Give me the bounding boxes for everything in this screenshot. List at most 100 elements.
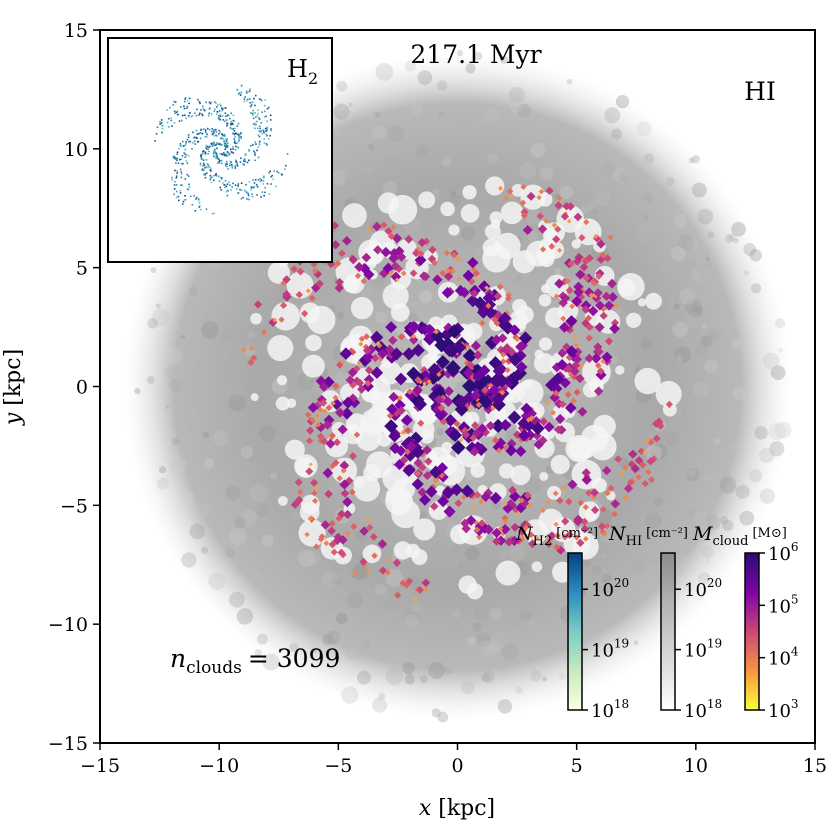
h2-dot (182, 162, 184, 165)
h2-dot (254, 179, 257, 181)
h2-dot (185, 160, 188, 162)
h2-dot (183, 100, 186, 103)
h2-dot (224, 112, 227, 114)
h2-dot (211, 212, 214, 215)
h2-dot (269, 119, 272, 121)
h2-dot (191, 115, 194, 117)
h2-dot (219, 114, 221, 116)
h2-dot (258, 130, 260, 132)
cloud-marker (319, 398, 328, 407)
h2-dot (222, 137, 224, 140)
h2-dot (236, 89, 239, 91)
h2-dot (194, 136, 196, 139)
h2-dot (244, 154, 246, 157)
h2-dot (223, 140, 225, 142)
hi-hole (286, 271, 314, 299)
hi-blob (200, 546, 208, 554)
h2-dot (196, 133, 199, 135)
h2-dot (259, 180, 262, 183)
h2-dot (208, 145, 210, 148)
cloud-marker (322, 408, 328, 414)
hi-hole (250, 393, 259, 402)
colorbar-N_HI: NHI[cm⁻²] 1018 1019 1020 (608, 523, 722, 722)
h2-dot (173, 155, 175, 158)
hi-blob (146, 376, 155, 385)
h2-dot (213, 155, 215, 158)
h2-dot (200, 156, 203, 159)
h2-dot (216, 155, 218, 158)
h2-dot (176, 110, 179, 113)
hi-blob (409, 102, 423, 116)
h2-dot (223, 154, 226, 157)
h2-dot (232, 148, 235, 150)
cloud-marker (607, 278, 617, 289)
cloud-marker (610, 499, 621, 509)
h2-dot (191, 148, 193, 150)
h2-dot (204, 165, 207, 168)
h2-dot (266, 127, 268, 130)
hi-blob (465, 63, 476, 74)
hi-blob (445, 666, 453, 675)
hi-blob (536, 481, 544, 489)
hi-blob (331, 577, 341, 586)
hi-blob (253, 364, 260, 372)
hi-blob (335, 371, 349, 385)
cloud-marker (411, 445, 425, 459)
cloud-marker (311, 489, 318, 497)
h2-dot (173, 187, 176, 190)
hi-hole (655, 380, 682, 407)
h2-dot (218, 117, 220, 120)
cloud-marker (502, 518, 509, 524)
h2-dot (172, 104, 174, 106)
cloud-marker (304, 531, 310, 538)
h2-dot (195, 114, 198, 117)
cloud-marker (404, 448, 411, 456)
h2-dot (250, 112, 252, 114)
cloud-marker (527, 502, 533, 508)
cloud-marker (418, 463, 427, 472)
h2-dot (188, 183, 190, 186)
hi-blob (527, 619, 537, 628)
h2-dot (265, 129, 268, 132)
h2-dot (253, 97, 255, 100)
colorbar-label: NHI[cm⁻²] (608, 523, 688, 549)
hi-blob (688, 157, 695, 164)
h2-dot (256, 194, 258, 196)
cloud-marker (554, 278, 565, 289)
cloud-marker (305, 437, 314, 445)
cloud-marker (520, 535, 526, 542)
cloud-marker (518, 497, 525, 504)
h2-dot (201, 165, 204, 167)
h2-dot (189, 112, 191, 115)
h2-dot (200, 129, 202, 131)
hi-hole (350, 296, 374, 320)
h2-dot (230, 122, 232, 125)
cloud-marker (430, 328, 445, 344)
hi-blob (701, 323, 708, 330)
cloud-marker (470, 266, 477, 273)
h2-dot (252, 123, 255, 125)
h2-dot (270, 128, 272, 130)
cloud-marker (601, 291, 612, 302)
h2-dot (206, 172, 208, 174)
h2-dot (176, 159, 178, 162)
y-axis: −15 −10 −5 0 5 10 15 (48, 20, 100, 755)
x-tick-label: −10 (199, 755, 239, 777)
h2-dot (238, 139, 240, 141)
cloud-marker (414, 376, 422, 384)
hi-hole (550, 454, 570, 475)
cloud-marker (470, 340, 482, 351)
h2-dot (176, 172, 179, 174)
hi-blob (707, 231, 715, 239)
cloud-marker (475, 401, 483, 409)
cloud-marker (342, 235, 352, 246)
hi-blob (743, 269, 750, 276)
h2-dot (173, 110, 176, 112)
hi-blob (374, 111, 381, 118)
cloud-marker (400, 270, 407, 277)
hi-hole (448, 224, 460, 236)
hi-hole (638, 298, 647, 307)
h2-dot (240, 197, 243, 200)
h2-dot (179, 144, 182, 146)
h2-dot (286, 153, 289, 155)
